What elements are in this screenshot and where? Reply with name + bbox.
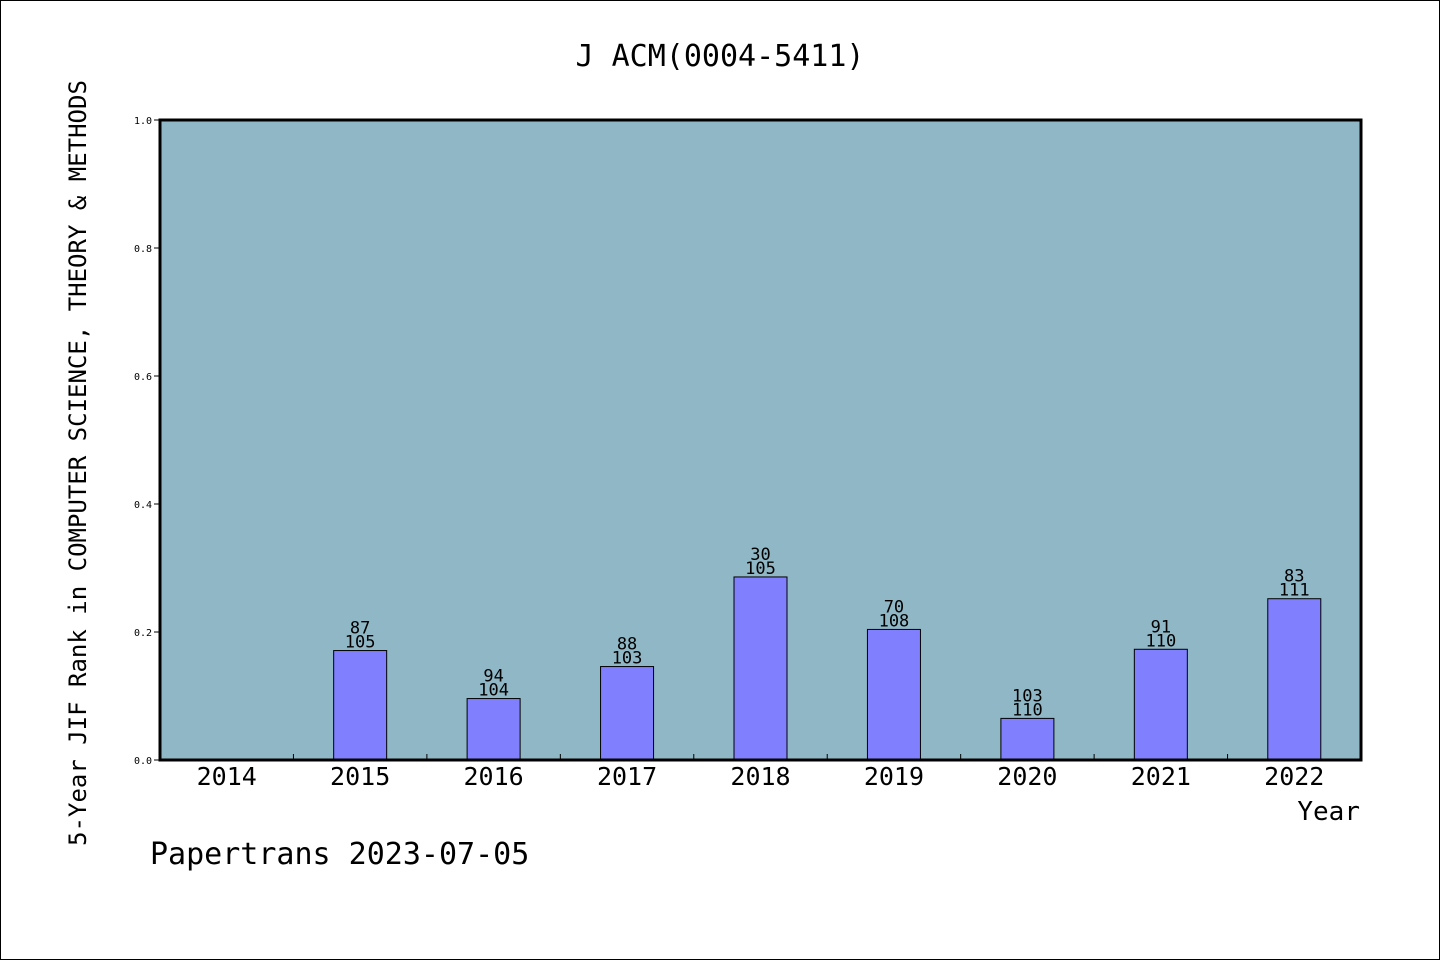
data-label-total: 104 xyxy=(478,681,509,701)
bar xyxy=(1267,598,1322,761)
footer-note: Papertrans 2023-07-05 xyxy=(150,837,529,872)
data-label-total: 103 xyxy=(612,649,643,669)
y-tick-label: 0.4 xyxy=(134,500,152,511)
y-tick-label: 0.8 xyxy=(134,244,152,255)
y-tick-label: 0.0 xyxy=(134,756,152,767)
bar xyxy=(466,698,521,761)
x-tick-label: 2020 xyxy=(997,762,1057,791)
data-label-total: 105 xyxy=(745,559,776,579)
plot-border xyxy=(158,118,1363,762)
x-axis-label: Year xyxy=(1297,797,1360,827)
x-tick-label: 2016 xyxy=(464,762,524,791)
data-label-rank: 94 xyxy=(483,667,503,687)
data-label-total: 110 xyxy=(1145,631,1176,651)
chart-title: J ACM(0004-5411) xyxy=(576,39,865,74)
x-tick-label: 2014 xyxy=(197,762,257,791)
data-label-rank: 88 xyxy=(617,635,637,655)
data-label-total: 105 xyxy=(345,633,376,653)
y-tick-label: 0.2 xyxy=(134,628,152,639)
data-label-total: 110 xyxy=(1012,700,1043,720)
data-label-rank: 83 xyxy=(1284,567,1304,587)
data-label-total: 111 xyxy=(1279,581,1310,601)
y-axis-label: 5-Year JIF Rank in COMPUTER SCIENCE, THE… xyxy=(64,80,92,846)
bar xyxy=(1000,717,1055,761)
data-label-rank: 30 xyxy=(750,545,770,565)
data-label-rank: 103 xyxy=(1012,686,1043,706)
bar xyxy=(333,650,388,761)
bar xyxy=(600,666,655,761)
bar xyxy=(1133,648,1188,761)
data-label-rank: 91 xyxy=(1151,617,1171,637)
x-tick-label: 2021 xyxy=(1131,762,1191,791)
y-tick-label: 1.0 xyxy=(134,116,152,127)
bar xyxy=(866,628,921,761)
data-label-total: 108 xyxy=(879,611,910,631)
data-label-rank: 70 xyxy=(884,597,904,617)
x-tick-label: 2017 xyxy=(597,762,657,791)
x-tick-label: 2015 xyxy=(330,762,390,791)
y-tick-label: 0.6 xyxy=(134,372,152,383)
data-label-rank: 87 xyxy=(350,619,370,639)
x-tick-label: 2018 xyxy=(730,762,790,791)
x-tick-label: 2019 xyxy=(864,762,924,791)
bar xyxy=(733,576,788,761)
x-tick-label: 2022 xyxy=(1264,762,1324,791)
